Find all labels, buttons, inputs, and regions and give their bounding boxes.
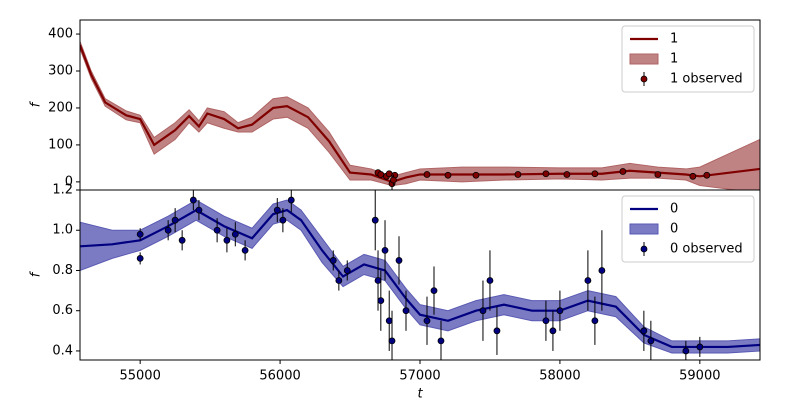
observed-point <box>178 236 186 244</box>
observed-point <box>563 171 571 178</box>
observed-point <box>136 230 144 238</box>
observed-point <box>619 168 627 175</box>
y-tick-label: 1.2 <box>52 183 73 198</box>
legend-label: 0 observed <box>670 242 743 257</box>
observed-point <box>287 196 295 204</box>
y-tick-label: 300 <box>48 64 73 79</box>
legend-box <box>621 25 755 93</box>
observed-point <box>395 257 403 264</box>
observed-point <box>682 347 690 355</box>
mean-line <box>80 208 760 349</box>
observed-point <box>171 216 179 224</box>
observed-point <box>647 337 655 345</box>
observed-point <box>231 230 239 238</box>
x-axis-label: t <box>417 387 423 400</box>
observed-point <box>556 307 564 315</box>
observed-point <box>329 257 337 264</box>
observed-point <box>223 236 231 244</box>
observed-point <box>377 297 385 305</box>
observed-point <box>371 216 379 224</box>
observed-point <box>703 171 711 179</box>
y-tick-label: 0 <box>65 174 73 189</box>
x-tick-label: 55000 <box>119 369 160 384</box>
observed-point <box>430 287 438 294</box>
legend-label: 1 observed <box>670 72 743 87</box>
observed-point <box>472 171 480 179</box>
observed-point <box>164 226 172 234</box>
observed-point <box>385 170 393 178</box>
observed-point <box>591 170 599 178</box>
observed-point <box>423 317 431 325</box>
observed-point <box>385 317 393 325</box>
observed-point <box>390 176 397 184</box>
observed-point <box>598 267 606 274</box>
observed-point <box>343 267 351 274</box>
observed-point <box>549 327 557 335</box>
legend-label: 1 <box>670 52 678 67</box>
observed-point <box>542 170 550 178</box>
observed-point <box>640 327 648 335</box>
mean-line <box>80 44 760 184</box>
y-axis-label: f <box>29 270 44 277</box>
legend-label: 0 <box>670 222 678 237</box>
observed-point <box>437 337 445 345</box>
y-tick-label: 0.6 <box>52 303 73 318</box>
observed-point <box>136 255 144 262</box>
legend-band <box>629 53 659 65</box>
x-tick-label: 58000 <box>539 369 580 384</box>
observed-point <box>241 246 249 254</box>
legend-label: 1 <box>670 32 678 47</box>
observed-point <box>381 246 389 254</box>
observed-point <box>213 226 221 234</box>
y-tick-label: 100 <box>48 137 73 152</box>
x-tick-label: 59000 <box>679 369 720 384</box>
x-tick-label: 56000 <box>259 369 300 384</box>
observed-point <box>696 343 704 351</box>
observed-point <box>402 307 410 315</box>
legend-point <box>640 75 648 83</box>
legend-band <box>629 223 659 235</box>
observed-point <box>486 277 494 284</box>
observed-point <box>279 216 287 224</box>
observed-point <box>514 171 522 178</box>
x-tick-label: 57000 <box>399 369 440 384</box>
observed-point <box>584 277 592 284</box>
legend-point <box>640 245 648 253</box>
observed-point <box>335 277 343 284</box>
observed-point <box>689 172 697 180</box>
y-tick-label: 400 <box>48 27 73 42</box>
plot-area <box>80 41 760 190</box>
observed-point <box>189 196 197 204</box>
legend-box <box>621 195 755 263</box>
observed-point <box>542 317 550 325</box>
y-axis-label: f <box>29 100 44 107</box>
plot-area <box>80 190 760 360</box>
y-tick-label: 200 <box>48 100 73 115</box>
legend-label: 0 <box>670 202 678 217</box>
observed-point <box>479 307 487 315</box>
y-tick-label: 1.0 <box>52 223 73 238</box>
observed-point <box>493 327 501 335</box>
y-tick-label: 0.4 <box>52 343 73 358</box>
y-tick-label: 0.8 <box>52 263 73 278</box>
observed-point <box>374 277 382 284</box>
observed-point <box>195 206 203 214</box>
observed-point <box>591 317 599 325</box>
observed-point <box>273 206 281 214</box>
observed-point <box>444 171 452 179</box>
observed-point <box>654 171 662 178</box>
observed-point <box>377 171 385 178</box>
observed-point <box>423 171 431 178</box>
observed-point <box>388 337 396 345</box>
